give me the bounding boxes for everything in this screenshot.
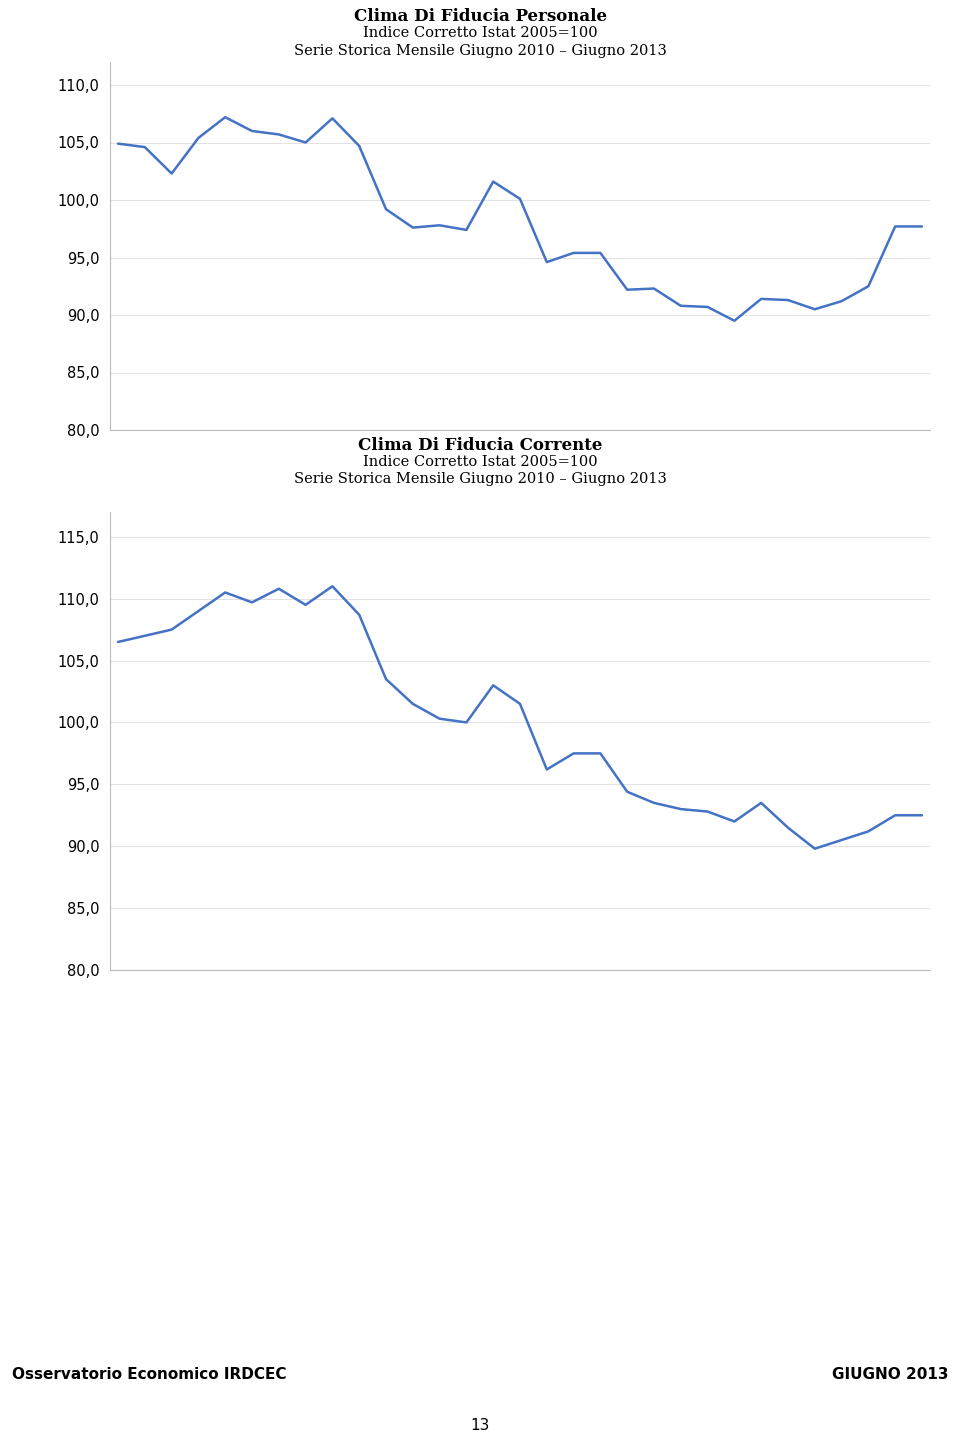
Text: Serie Storica Mensile Giugno 2010 – Giugno 2013: Serie Storica Mensile Giugno 2010 – Giug… <box>294 472 666 486</box>
Text: Clima Di Fiducia Personale: Clima Di Fiducia Personale <box>353 9 607 25</box>
Text: Osservatorio Economico IRDCEC: Osservatorio Economico IRDCEC <box>12 1367 286 1381</box>
Text: GIUGNO 2013: GIUGNO 2013 <box>832 1367 948 1381</box>
Text: Clima Di Fiducia Corrente: Clima Di Fiducia Corrente <box>358 437 602 454</box>
Text: 13: 13 <box>470 1417 490 1432</box>
Text: Indice Corretto Istat 2005=100: Indice Corretto Istat 2005=100 <box>363 456 597 469</box>
Text: Serie Storica Mensile Giugno 2010 – Giugno 2013: Serie Storica Mensile Giugno 2010 – Giug… <box>294 45 666 58</box>
Text: Indice Corretto Istat 2005=100: Indice Corretto Istat 2005=100 <box>363 26 597 40</box>
